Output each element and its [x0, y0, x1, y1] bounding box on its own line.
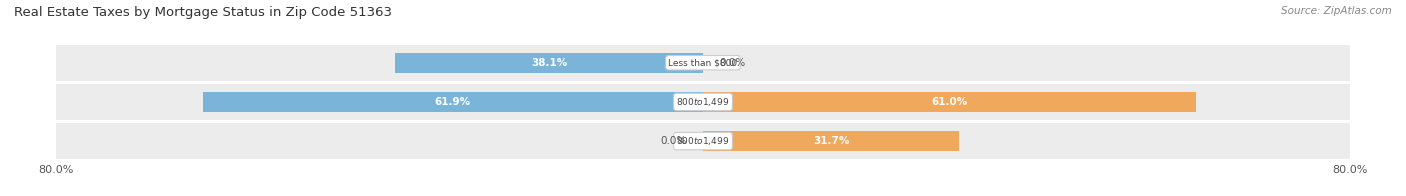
Text: 61.0%: 61.0%: [931, 97, 967, 107]
Text: Less than $800: Less than $800: [668, 58, 738, 67]
Text: 61.9%: 61.9%: [434, 97, 471, 107]
Text: 31.7%: 31.7%: [813, 136, 849, 146]
Bar: [395, 53, 703, 73]
Bar: [56, 123, 1350, 159]
Bar: [703, 92, 1197, 112]
Text: 38.1%: 38.1%: [531, 58, 567, 68]
Text: Real Estate Taxes by Mortgage Status in Zip Code 51363: Real Estate Taxes by Mortgage Status in …: [14, 6, 392, 19]
Text: $800 to $1,499: $800 to $1,499: [676, 96, 730, 108]
Text: $800 to $1,499: $800 to $1,499: [676, 135, 730, 147]
Bar: [56, 84, 1350, 120]
Bar: [703, 131, 959, 151]
Bar: [202, 92, 703, 112]
Bar: [56, 45, 1350, 81]
Text: 0.0%: 0.0%: [720, 58, 745, 68]
Text: 0.0%: 0.0%: [661, 136, 688, 146]
Text: Source: ZipAtlas.com: Source: ZipAtlas.com: [1281, 6, 1392, 16]
